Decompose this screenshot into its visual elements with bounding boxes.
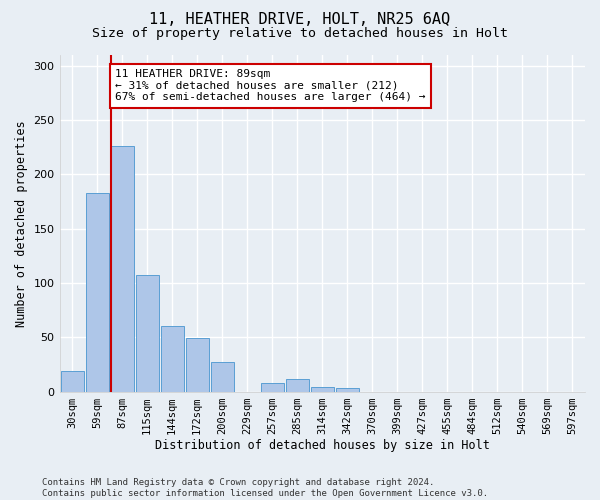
Bar — [161, 326, 184, 392]
Text: 11, HEATHER DRIVE, HOLT, NR25 6AQ: 11, HEATHER DRIVE, HOLT, NR25 6AQ — [149, 12, 451, 28]
Bar — [61, 371, 83, 392]
Y-axis label: Number of detached properties: Number of detached properties — [15, 120, 28, 326]
Bar — [211, 362, 233, 392]
Bar — [336, 388, 359, 392]
Text: Contains HM Land Registry data © Crown copyright and database right 2024.
Contai: Contains HM Land Registry data © Crown c… — [42, 478, 488, 498]
Bar — [311, 387, 334, 392]
Text: 11 HEATHER DRIVE: 89sqm
← 31% of detached houses are smaller (212)
67% of semi-d: 11 HEATHER DRIVE: 89sqm ← 31% of detache… — [115, 69, 426, 102]
Text: Size of property relative to detached houses in Holt: Size of property relative to detached ho… — [92, 28, 508, 40]
Bar — [286, 378, 309, 392]
X-axis label: Distribution of detached houses by size in Holt: Distribution of detached houses by size … — [155, 440, 490, 452]
Bar — [185, 338, 209, 392]
Bar — [261, 383, 284, 392]
Bar — [136, 276, 158, 392]
Bar — [110, 146, 134, 392]
Bar — [86, 193, 109, 392]
